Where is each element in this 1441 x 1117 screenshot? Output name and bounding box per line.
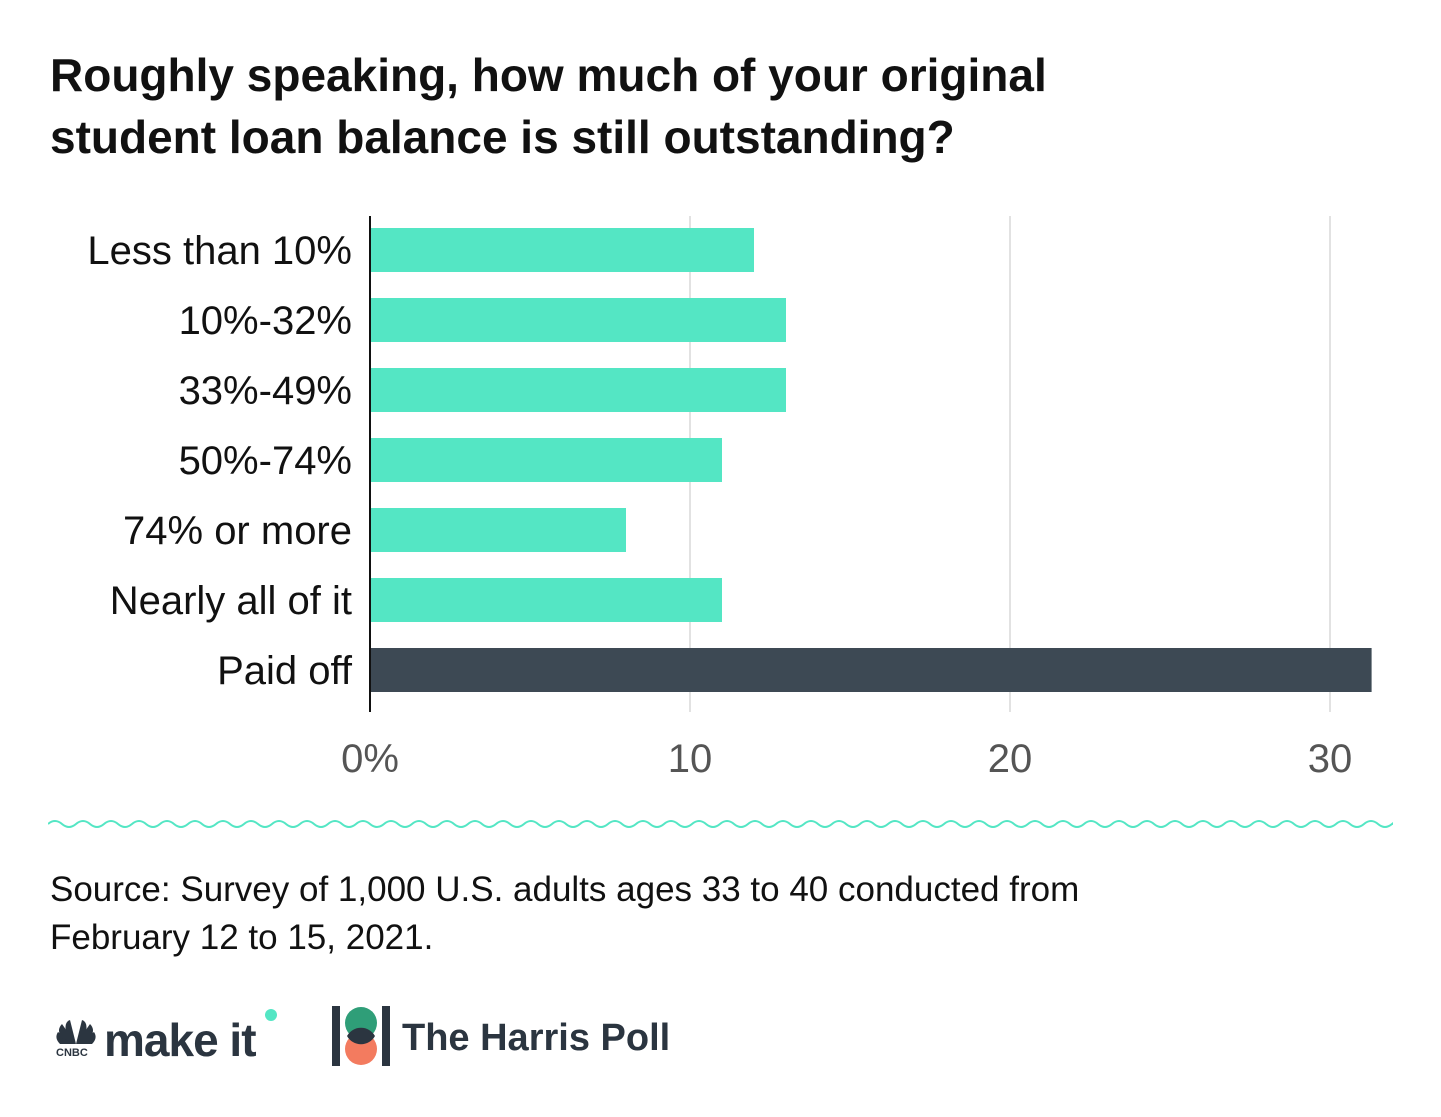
- cnbc-make-it-logo: CNBC make it: [56, 1009, 277, 1066]
- x-tick-label-20: 20: [988, 737, 1033, 780]
- category-label-33-49: 33%-49%: [179, 369, 352, 413]
- harris-poll-text: The Harris Poll: [402, 1017, 670, 1059]
- bar-50-74: [370, 438, 722, 482]
- make-it-text: make it: [104, 1014, 256, 1066]
- cnbc-small-text: CNBC: [56, 1047, 88, 1059]
- bar-chart: Less than 10% 10%-32% 33%-49% 50%-74% 74% or…: [87, 216, 1372, 780]
- x-tick-label-0: 0%: [341, 737, 399, 780]
- harris-poll-logo: The Harris Poll: [332, 1006, 670, 1066]
- category-label-50-74: 50%-74%: [179, 439, 352, 483]
- bar-paid-off: [370, 648, 1372, 692]
- source-note: Source: Survey of 1,000 U.S. adults ages…: [50, 866, 1350, 962]
- category-labels: Less than 10% 10%-32% 33%-49% 50%-74% 74% or…: [87, 229, 353, 693]
- bar-nearly-all-of-it: [370, 578, 722, 622]
- bars: [370, 228, 1372, 692]
- wave-divider: [48, 820, 1393, 828]
- x-tick-label-30: 30: [1308, 737, 1353, 780]
- source-line-1: Source: Survey of 1,000 U.S. adults ages…: [50, 870, 1080, 909]
- wave-divider-path: [48, 820, 1393, 828]
- make-it-dot: [265, 1009, 277, 1021]
- category-label-74-or-more: 74% or more: [123, 509, 352, 553]
- chart-title-line-1: Roughly speaking, how much of your origi…: [50, 49, 1047, 101]
- x-tick-label-10: 10: [668, 737, 713, 780]
- harris-poll-icon: [332, 1006, 390, 1066]
- source-line-2: February 12 to 15, 2021.: [50, 918, 434, 957]
- category-label-paid-off: Paid off: [217, 649, 353, 693]
- bar-33-49: [370, 368, 786, 412]
- chart-title-line-2: student loan balance is still outstandin…: [50, 111, 955, 163]
- bar-74-or-more: [370, 508, 626, 552]
- category-label-less-than-10: Less than 10%: [87, 229, 352, 273]
- peacock-icon: [56, 1020, 96, 1044]
- chart-title: Roughly speaking, how much of your origi…: [50, 44, 1390, 168]
- grid-lines: [689, 216, 1331, 712]
- category-label-nearly-all-of-it: Nearly all of it: [110, 579, 352, 623]
- x-tick-labels: 0% 10 20 30: [341, 737, 1352, 780]
- category-label-10-32: 10%-32%: [179, 299, 352, 343]
- bar-less-than-10: [370, 228, 754, 272]
- bar-10-32: [370, 298, 786, 342]
